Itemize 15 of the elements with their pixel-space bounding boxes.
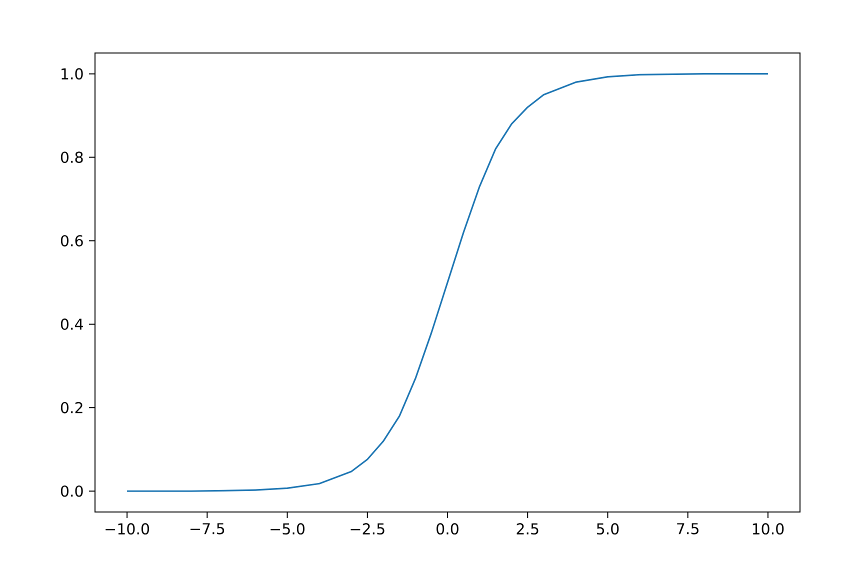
x-tick-label: 0.0 — [436, 523, 458, 535]
x-tick-label: −10.0 — [106, 523, 150, 535]
x-tick-label: 7.5 — [677, 523, 698, 534]
x-tick-label: 5.0 — [596, 523, 619, 535]
x-tick-label: −7.5 — [190, 523, 224, 534]
y-tick-label: 0.4 — [60, 318, 83, 330]
y-tick-label: 0.0 — [60, 485, 83, 497]
x-tick-label: 10.0 — [752, 523, 784, 535]
x-tick-label: 2.5 — [516, 523, 538, 535]
y-tick-label: 0.8 — [60, 152, 83, 163]
x-tick-label: −5.0 — [270, 523, 304, 535]
y-tick-label: 0.6 — [60, 235, 83, 246]
y-tick-label: 1.0 — [62, 68, 83, 80]
x-tick-label: −2.5 — [350, 523, 384, 535]
y-tick-label: 0.2 — [60, 402, 82, 414]
